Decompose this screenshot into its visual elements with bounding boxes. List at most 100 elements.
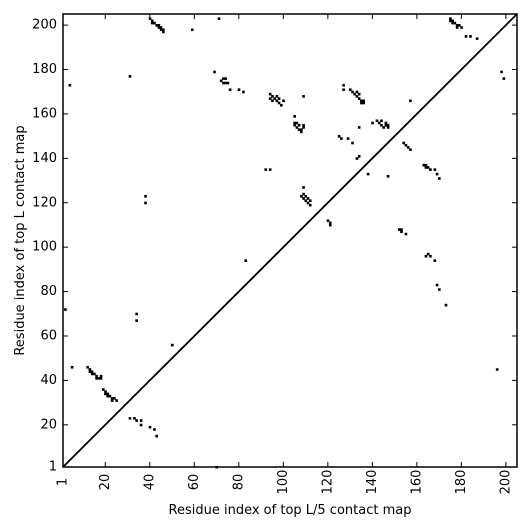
contact-point xyxy=(495,368,499,371)
contact-point xyxy=(502,77,506,80)
contact-point xyxy=(302,186,305,189)
contact-point xyxy=(222,81,225,85)
contact-point xyxy=(153,21,156,25)
y-tick-label: 120 xyxy=(32,195,57,210)
contact-point xyxy=(95,377,98,380)
contact-point xyxy=(342,88,345,92)
contact-point xyxy=(402,141,406,145)
contact-point xyxy=(348,88,352,92)
y-tick-label: 100 xyxy=(32,240,57,255)
y-axis-label: Residue index of top L contact map xyxy=(13,125,28,355)
x-tick-label: 20 xyxy=(98,474,113,491)
contact-point xyxy=(275,99,279,103)
contact-point xyxy=(90,372,94,376)
contact-point xyxy=(135,419,138,422)
contact-point xyxy=(304,199,308,203)
y-tick-label: 200 xyxy=(32,18,57,33)
contact-point xyxy=(328,223,332,227)
contact-point xyxy=(150,19,154,23)
contact-point xyxy=(268,92,272,96)
contact-point xyxy=(106,392,110,396)
contact-point xyxy=(99,374,103,378)
contact-point xyxy=(162,30,165,34)
diagonal-line xyxy=(62,13,518,468)
x-tick-label: 40 xyxy=(142,474,157,491)
contact-point xyxy=(224,77,227,80)
contact-point xyxy=(422,163,426,167)
contact-point xyxy=(429,168,432,171)
contact-point xyxy=(90,370,94,374)
contact-point xyxy=(351,90,354,94)
contact-point xyxy=(437,177,441,180)
x-tick-label: 120 xyxy=(320,470,335,495)
contact-point xyxy=(404,143,408,147)
contact-point xyxy=(433,259,437,262)
contact-point xyxy=(224,81,227,85)
contact-point xyxy=(88,368,92,371)
x-tick-label: 160 xyxy=(409,470,424,495)
contact-point xyxy=(213,70,216,74)
contact-point xyxy=(170,343,174,347)
contact-point xyxy=(302,95,305,98)
contact-point xyxy=(217,17,221,20)
contact-point xyxy=(237,88,241,92)
y-tick-label: 180 xyxy=(32,62,57,77)
contact-point xyxy=(277,97,281,100)
contact-points xyxy=(64,17,506,469)
contact-point xyxy=(295,126,299,129)
contact-point xyxy=(279,103,283,107)
contact-point xyxy=(326,219,330,223)
contact-point xyxy=(157,26,161,29)
contact-point xyxy=(97,377,101,380)
contact-point xyxy=(444,303,448,307)
contact-point xyxy=(449,17,452,20)
contact-point xyxy=(382,126,385,129)
contact-point xyxy=(162,28,165,32)
contact-point xyxy=(113,397,116,400)
contact-point xyxy=(159,28,163,32)
contact-point xyxy=(375,119,379,123)
contact-point xyxy=(400,228,403,231)
contact-point xyxy=(409,148,412,151)
contact-point xyxy=(264,168,268,171)
contact-point xyxy=(153,428,156,431)
contact-point xyxy=(104,390,107,394)
contact-point xyxy=(128,75,132,78)
contact-point xyxy=(190,28,194,32)
contact-point xyxy=(293,121,296,125)
contact-point xyxy=(340,137,343,140)
contact-point xyxy=(400,230,403,234)
contact-point xyxy=(435,283,439,287)
contact-point xyxy=(380,123,383,127)
contact-point xyxy=(435,172,439,176)
contact-point xyxy=(159,26,163,29)
contact-point xyxy=(475,37,479,40)
x-tick-label: 100 xyxy=(276,470,291,495)
contact-point xyxy=(244,259,248,262)
contact-point xyxy=(297,128,301,131)
contact-point xyxy=(68,83,72,87)
plot-frame xyxy=(62,13,518,468)
contact-point xyxy=(86,365,89,369)
y-tick-label: 60 xyxy=(40,328,57,343)
contact-point xyxy=(115,399,118,402)
contact-point xyxy=(429,254,432,258)
contact-point xyxy=(306,201,310,205)
x-axis-ticks: 1 20 40 60 80 100 120 140 160 180 200 xyxy=(56,14,513,495)
y-tick-label: 1 xyxy=(49,460,57,475)
y-tick-label: 160 xyxy=(32,106,57,121)
contact-point xyxy=(144,201,147,205)
contact-point xyxy=(433,168,437,171)
contact-point xyxy=(99,377,103,380)
contact-point xyxy=(110,399,114,402)
contact-point xyxy=(406,146,410,149)
contact-point xyxy=(300,128,303,131)
contact-point xyxy=(139,419,143,422)
contact-point xyxy=(500,70,503,74)
contact-point xyxy=(95,374,98,378)
contact-point xyxy=(88,370,92,374)
contact-point xyxy=(384,123,388,127)
contact-point xyxy=(268,168,272,171)
